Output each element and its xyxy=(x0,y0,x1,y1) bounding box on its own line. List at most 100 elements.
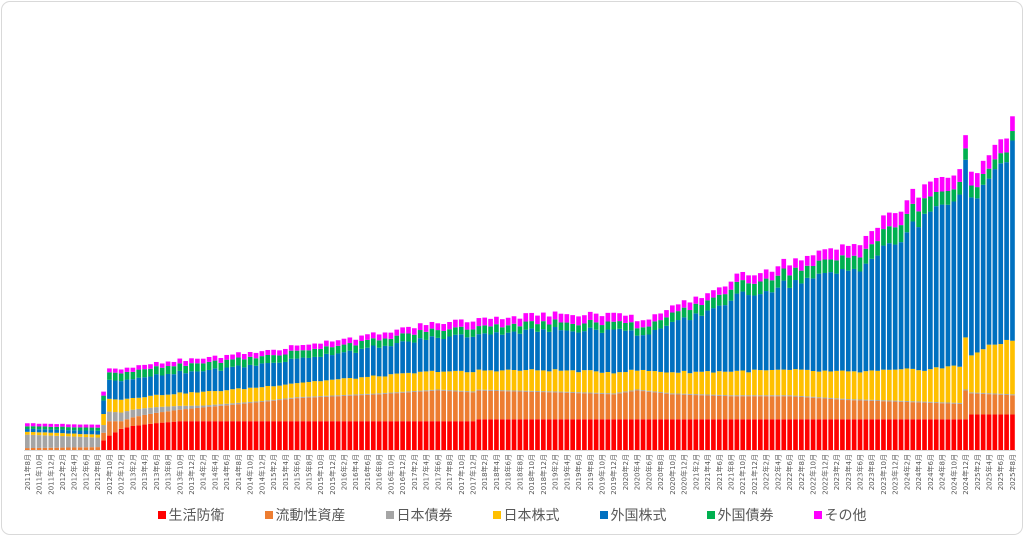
bar-segment xyxy=(230,354,235,360)
bar-segment xyxy=(587,392,593,394)
x-tick-label: 2011年10月 xyxy=(35,454,44,495)
bar-segment xyxy=(828,259,834,273)
bar-segment xyxy=(236,357,241,366)
bar-segment xyxy=(159,375,165,396)
bar-segment xyxy=(271,421,276,450)
bar-segment xyxy=(89,424,95,428)
bar-segment xyxy=(329,355,335,380)
bar-segment xyxy=(693,395,699,420)
bar-segment xyxy=(881,245,886,370)
bar-segment xyxy=(623,392,628,420)
bar-segment xyxy=(963,389,968,391)
x-tick-label: 2022年6月 xyxy=(785,454,794,490)
bar-segment xyxy=(652,321,658,330)
bar-segment xyxy=(494,371,499,391)
bar-segment xyxy=(775,287,781,370)
bar-segment xyxy=(447,322,452,330)
bar-segment xyxy=(670,394,675,420)
bar-segment xyxy=(687,320,693,374)
bar-segment xyxy=(335,345,341,354)
bar-segment xyxy=(400,327,405,334)
bar-segment xyxy=(283,398,288,400)
bar-segment xyxy=(95,437,101,448)
bar-segment xyxy=(48,447,54,450)
bar-segment xyxy=(236,365,241,389)
bar-segment xyxy=(183,365,188,374)
bar-segment xyxy=(470,372,476,392)
bar-segment xyxy=(529,390,534,392)
bar-segment xyxy=(799,369,804,397)
bar-segment xyxy=(277,400,282,422)
bar-segment xyxy=(265,355,271,364)
bar-segment xyxy=(288,383,294,398)
bar-segment xyxy=(582,419,587,450)
bar-segment xyxy=(869,231,875,245)
bar-segment xyxy=(25,448,30,450)
bar-segment xyxy=(60,423,65,427)
x-tick-label: 2014年2月 xyxy=(199,454,208,490)
bar-segment xyxy=(523,321,529,330)
bar-segment xyxy=(241,389,247,403)
bar-segment xyxy=(881,401,886,420)
bar-segment xyxy=(957,403,963,420)
bar-segment xyxy=(822,398,828,420)
legend-label: 日本株式 xyxy=(503,508,560,524)
bar-segment xyxy=(980,160,986,174)
bar-segment xyxy=(165,406,171,412)
bar-segment xyxy=(910,203,916,222)
bar-segment xyxy=(757,281,763,295)
bar-segment xyxy=(933,177,939,192)
legend-item-gaikoku-kabushiki: 外国株式 xyxy=(599,505,667,525)
bar-segment xyxy=(148,407,153,414)
bar-segment xyxy=(417,391,423,422)
bar-segment xyxy=(511,323,517,332)
bar-segment xyxy=(675,320,681,373)
bar-segment xyxy=(347,421,353,450)
bar-segment xyxy=(159,363,165,368)
bar-segment xyxy=(441,338,446,372)
bar-segment xyxy=(224,367,230,391)
bar-segment xyxy=(605,393,611,395)
bar-segment xyxy=(529,312,534,322)
bar-segment xyxy=(886,226,892,244)
bar-segment xyxy=(288,397,294,399)
x-tick-label: 2012年4月 xyxy=(70,454,79,490)
bar-segment xyxy=(25,426,30,430)
bar-segment xyxy=(851,255,857,269)
bar-segment xyxy=(376,334,382,341)
bar-segment xyxy=(376,376,382,394)
bar-segment xyxy=(353,339,359,346)
bar-segment xyxy=(658,393,663,420)
bar-segment xyxy=(781,280,787,370)
bar-segment xyxy=(300,345,306,351)
x-tick-label: 2025年4月 xyxy=(985,454,994,490)
bar-segment xyxy=(804,277,810,370)
bar-segment xyxy=(195,371,200,393)
bar-segment xyxy=(89,427,95,431)
bar-segment xyxy=(464,372,470,392)
bar-segment xyxy=(681,317,687,371)
bar-segment xyxy=(939,368,945,403)
bar-segment xyxy=(458,334,464,371)
x-tick-label: 2020年8月 xyxy=(656,454,665,490)
bar-segment xyxy=(124,371,130,380)
bar-segment xyxy=(189,371,194,393)
bar-segment xyxy=(599,316,605,326)
bar-segment xyxy=(312,343,317,349)
bar-segment xyxy=(974,393,980,415)
bar-segment xyxy=(529,391,534,420)
bar-segment xyxy=(165,373,171,395)
bar-segment xyxy=(670,321,675,373)
bar-segment xyxy=(646,390,652,392)
bar-segment xyxy=(822,249,828,260)
bar-segment xyxy=(716,305,722,372)
bar-segment xyxy=(195,421,200,450)
bar-segment xyxy=(95,447,101,450)
bar-segment xyxy=(241,402,247,404)
bar-segment xyxy=(705,310,710,372)
bar-segment xyxy=(306,357,312,382)
bar-segment xyxy=(939,176,945,192)
bar-segment xyxy=(200,391,206,406)
bar-segment xyxy=(939,403,945,420)
bar-segment xyxy=(230,359,235,367)
